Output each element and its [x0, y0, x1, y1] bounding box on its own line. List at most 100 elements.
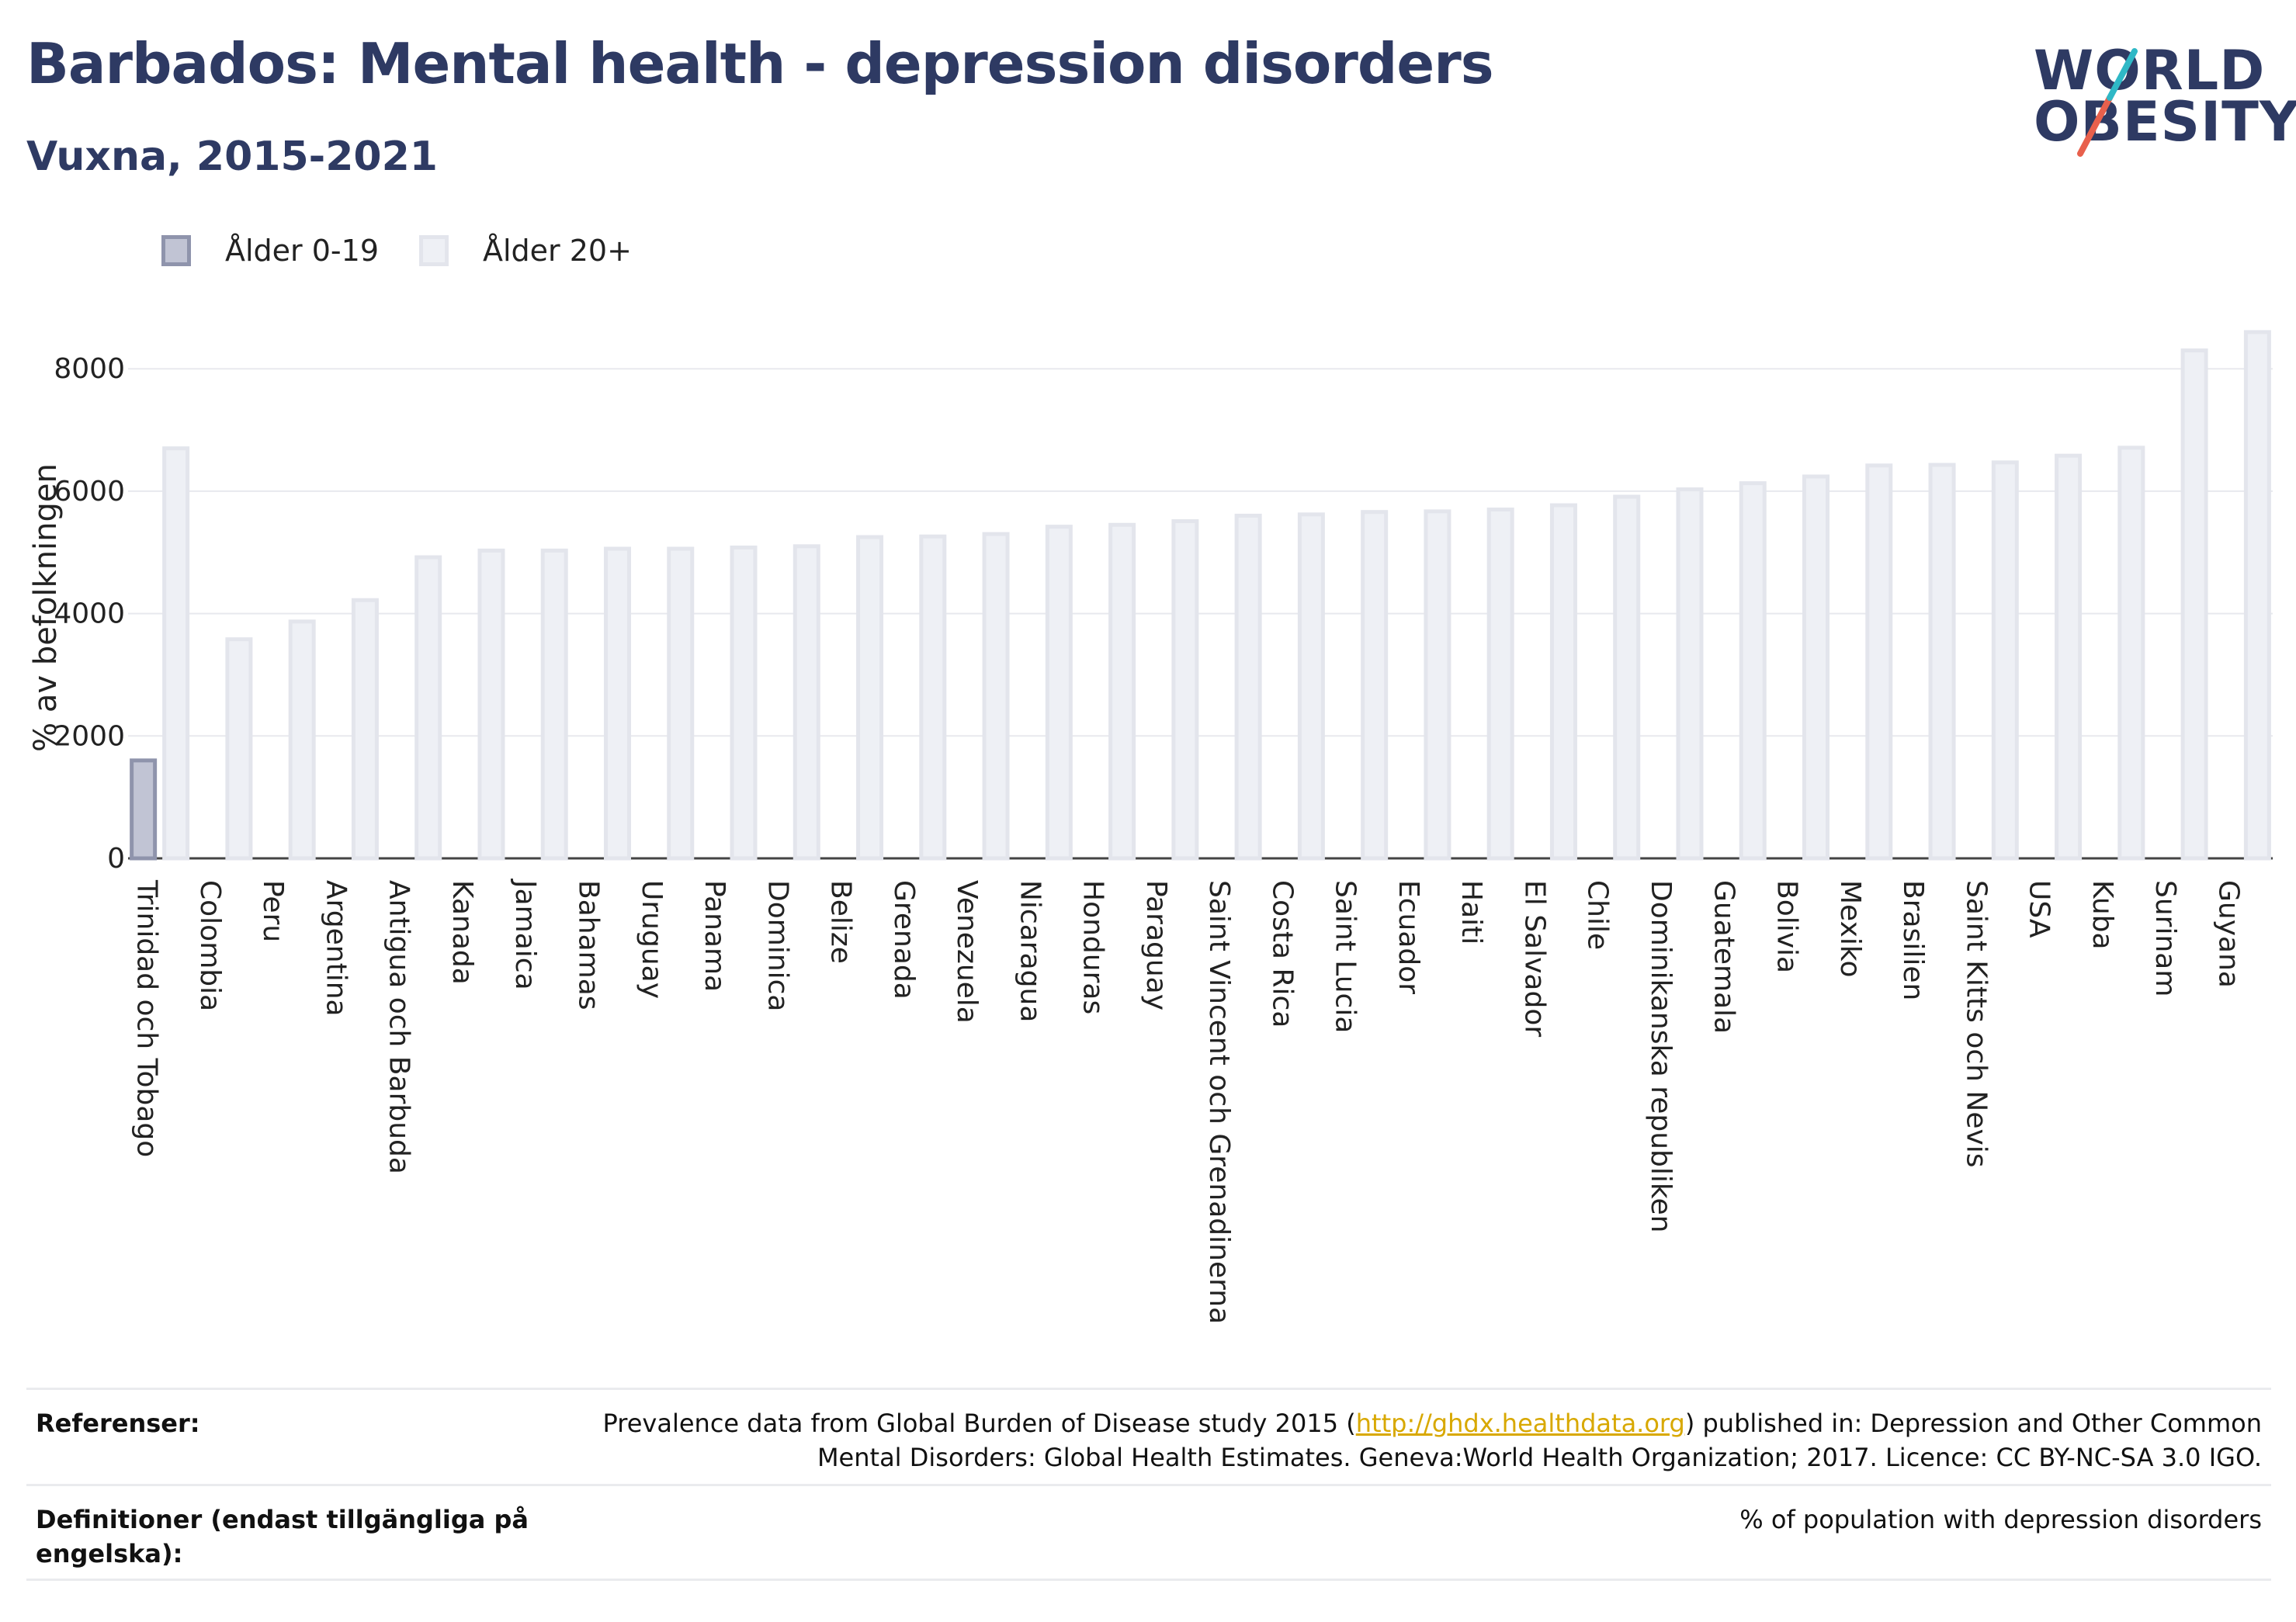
y-axis-ticks: 0 2000 4000 6000 8000 — [54, 353, 125, 875]
x-category-label: Honduras — [1077, 880, 1109, 1014]
definitions-label-line1: Definitioner (endast tillgängliga på — [36, 1505, 529, 1534]
x-category-label: Bahamas — [572, 880, 604, 1010]
logo-line-1: WORLD — [2034, 39, 2266, 102]
footer-divider-middle — [26, 1484, 2271, 1486]
x-category-label: Saint Kitts och Nevis — [1960, 880, 1992, 1168]
bar-age-20-plus[interactable] — [2055, 453, 2083, 861]
bar-age-20-plus[interactable] — [351, 598, 379, 861]
legend-swatch-age-20-plus — [419, 235, 449, 266]
x-category-label: Belize — [825, 880, 857, 964]
x-category-label: Panama — [699, 880, 730, 992]
bar-age-20-plus[interactable] — [919, 534, 947, 861]
x-category-label: Surinam — [2149, 880, 2181, 996]
x-category-label: Paraguay — [1140, 880, 1172, 1010]
chart-subtitle: Vuxna, 2015-2021 — [26, 133, 438, 180]
bar-age-20-plus[interactable] — [1991, 460, 2019, 861]
bar-age-0-19[interactable] — [130, 758, 158, 861]
references-label: Referenser: — [36, 1409, 200, 1438]
x-category-label: Grenada — [888, 880, 920, 1000]
bar-age-20-plus[interactable] — [414, 555, 442, 861]
references-text-line2: Mental Disorders: Global Health Estimate… — [817, 1443, 2262, 1472]
x-category-label: Argentina — [320, 880, 352, 1017]
bar-age-20-plus[interactable] — [1865, 463, 1893, 861]
bar-age-20-plus[interactable] — [1802, 474, 1830, 861]
y-tick-label: 8000 — [54, 353, 125, 385]
bar-age-20-plus[interactable] — [2243, 330, 2271, 861]
x-category-label: Brasilien — [1897, 880, 1929, 1000]
x-category-label: Peru — [257, 880, 289, 942]
bar-age-20-plus[interactable] — [1676, 487, 1704, 861]
x-category-label: USA — [2024, 880, 2055, 938]
legend-label-age-0-19: Ålder 0-19 — [225, 234, 379, 268]
y-tick-label: 2000 — [54, 720, 125, 752]
bar-age-20-plus[interactable] — [1045, 525, 1073, 861]
bar-age-20-plus[interactable] — [2180, 348, 2208, 861]
logo-slash-icon — [2077, 48, 2138, 157]
bar-age-20-plus[interactable] — [982, 532, 1010, 861]
footer-divider-bottom — [26, 1579, 2271, 1581]
x-category-label: Nicaragua — [1014, 880, 1046, 1022]
bar-age-20-plus[interactable] — [856, 535, 884, 861]
y-tick-label: 4000 — [54, 598, 125, 630]
definitions-label-line2: engelska): — [36, 1539, 183, 1568]
x-category-label: Kuba — [2086, 880, 2118, 950]
y-tick-label: 6000 — [54, 476, 125, 508]
x-category-label: Guyana — [2212, 880, 2244, 988]
x-category-label: Bolivia — [1771, 880, 1803, 973]
bar-age-20-plus[interactable] — [667, 546, 695, 861]
world-obesity-logo: WORLD OBESITY — [2026, 31, 2296, 171]
bar-age-20-plus[interactable] — [1171, 519, 1199, 861]
legend-item-age-20-plus[interactable]: Ålder 20+ — [419, 234, 632, 268]
x-category-label: Uruguay — [636, 880, 668, 999]
bar-age-20-plus[interactable] — [477, 548, 505, 861]
bar-age-20-plus[interactable] — [1613, 494, 1641, 861]
bar-age-20-plus[interactable] — [603, 546, 631, 861]
x-category-label: Chile — [1582, 880, 1614, 950]
logo-line-2: OBESITY — [2034, 90, 2296, 154]
legend-label-age-20-plus: Ålder 20+ — [483, 234, 632, 268]
references-text-part2: ) published in: Depression and Other Com… — [1684, 1409, 2262, 1438]
bar-age-20-plus[interactable] — [225, 637, 253, 861]
x-category-label: Venezuela — [951, 880, 983, 1024]
x-category-label: Haiti — [1455, 880, 1487, 944]
x-category-label: Guatemala — [1708, 880, 1739, 1034]
bar-age-20-plus[interactable] — [730, 545, 758, 861]
x-category-label: Saint Lucia — [1330, 880, 1361, 1033]
bar-chart: 0 2000 4000 6000 8000 Trinidad och Tobago Col… — [28, 330, 2273, 1324]
legend-item-age-0-19[interactable]: Ålder 0-19 — [161, 234, 379, 268]
definitions-text: % of population with depression disorder… — [1739, 1505, 2262, 1534]
x-category-label: Mexiko — [1834, 880, 1866, 977]
bar-age-20-plus[interactable] — [1234, 513, 1262, 861]
bar-age-20-plus[interactable] — [1486, 508, 1514, 861]
references-text: Prevalence data from Global Burden of Di… — [603, 1406, 2262, 1475]
footer-divider-top — [26, 1388, 2271, 1390]
x-category-label: Jamaica — [509, 879, 541, 990]
references-link[interactable]: http://ghdx.healthdata.org — [1355, 1409, 1685, 1438]
chart-title: Barbados: Mental health - depression dis… — [26, 31, 1494, 96]
bar-age-20-plus[interactable] — [288, 619, 316, 861]
bar-age-20-plus[interactable] — [1928, 463, 1956, 861]
bar-age-20-plus[interactable] — [1297, 512, 1325, 861]
bar-age-20-plus[interactable] — [1361, 510, 1389, 861]
x-category-label: Dominikanska republiken — [1645, 880, 1677, 1232]
x-category-label: Trinidad och Tobago — [131, 879, 163, 1157]
bar-age-20-plus[interactable] — [1739, 481, 1767, 861]
x-category-label: Ecuador — [1393, 880, 1424, 994]
chart-legend: Ålder 0-19 Ålder 20+ — [161, 231, 672, 270]
bar-age-20-plus[interactable] — [162, 446, 190, 861]
x-category-label: Antigua och Barbuda — [383, 880, 415, 1174]
x-category-label: Costa Rica — [1266, 880, 1298, 1028]
x-category-label: Kanada — [446, 880, 478, 985]
bars — [130, 330, 2271, 861]
bar-age-20-plus[interactable] — [1424, 509, 1451, 861]
x-category-label: Saint Vincent och Grenadinerna — [1203, 880, 1235, 1324]
x-axis-labels: Trinidad och Tobago Colombia Peru Argentina… — [131, 879, 2245, 1324]
bar-age-20-plus[interactable] — [793, 544, 820, 861]
bar-age-20-plus[interactable] — [2117, 445, 2145, 861]
references-text-part1: Prevalence data from Global Burden of Di… — [602, 1409, 1356, 1438]
x-category-label: Colombia — [194, 880, 226, 1011]
bar-age-20-plus[interactable] — [1549, 503, 1577, 861]
bar-age-20-plus[interactable] — [540, 548, 568, 861]
bar-age-20-plus[interactable] — [1108, 522, 1136, 861]
x-category-label: Dominica — [761, 880, 793, 1012]
